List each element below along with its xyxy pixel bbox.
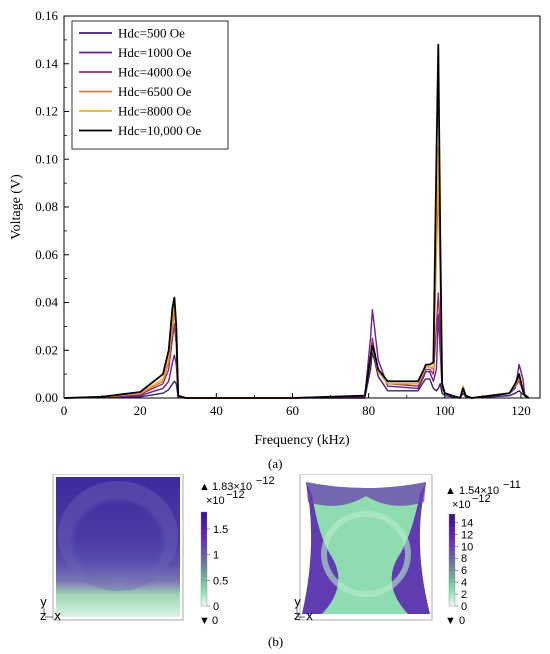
x-tick-label: 100 [435,403,455,418]
right-min-label: 0 [459,615,465,627]
series-line-2 [63,309,529,399]
left-min-label: 0 [212,615,218,627]
x-tick-label: 20 [134,403,147,418]
y-tick-label: 0.02 [35,342,58,357]
x-tick-label: 40 [210,403,223,418]
y-tick-label: 0.08 [35,199,58,214]
left-max-label: 1.83×10 [212,481,252,493]
svg-text:▲: ▲ [445,485,456,497]
legend-entry-4: Hdc=6500 Oe [118,84,192,99]
left-colorbar-tick-label: 0.5 [213,575,228,587]
right-field-top-band [306,482,426,506]
x-tick-labels: 0 20 40 60 80 100 120 [61,403,531,418]
field-distribution-panels: y z x ▲ 1.83×10 −12 ×10 −12 1.5 1 0.5 0 ▼ 0… [40,474,521,627]
y-axis-label: Voltage (V) [9,174,24,240]
svg-text:x: x [54,609,61,623]
plot-frame [63,15,541,399]
subfigure-label-b: (b) [268,634,284,649]
svg-text:z: z [294,609,300,623]
x-axis-label: Frequency (kHz) [254,433,350,448]
right-colorbar-tick-label: 8 [461,553,467,565]
right-colorbar-tick-label: 6 [461,565,467,577]
svg-text:▼: ▼ [199,615,210,627]
svg-text:z: z [40,609,46,623]
series-line-4 [63,182,529,399]
left-colorbar-tick-label: 1 [213,550,219,562]
subfigure-label-a: (a) [268,456,283,471]
y-tick-label: 0.04 [35,295,58,310]
left-field-arc [58,481,178,591]
x-tick-label: 60 [286,403,299,418]
y-tick-label: 0.06 [35,247,58,262]
left-max-exp: −12 [256,475,275,487]
legend-entry-5: Hdc=8000 Oe [118,104,192,119]
left-scale-label: ×10 [206,495,225,507]
right-colorbar-tick-label: 4 [461,577,467,589]
right-colorbar-tick-label: 10 [461,541,473,553]
right-field-outline [299,474,433,621]
y-tick-labels: 0.00 0.02 0.04 0.06 0.08 0.10 0.12 0.14 0.16 [35,8,58,405]
left-field-panel: y z x [40,474,184,623]
y-tick-label: 0.14 [35,56,58,71]
svg-text:x: x [306,609,313,623]
right-scale-label: ×10 [452,499,471,511]
left-axis-triad: y z x [40,595,61,623]
y-tick-label: 0.00 [35,390,58,405]
right-max-label: 1.54×10 [459,485,499,497]
right-field-inner-arc [321,511,411,597]
legend-box [71,20,229,150]
left-field-outline [52,474,184,621]
right-colorbar-tick-label: 14 [461,517,473,529]
legend-entry-1: Hdc=500 Oe [118,26,185,41]
right-colorbar-tick-label: 0 [461,601,467,613]
right-axis-triad: y z x [294,595,313,623]
left-colorbar-tick-label: 1.5 [213,524,228,536]
legend-entry-6: Hdc=10,000 Oe [118,123,201,138]
right-max-exp: −11 [503,479,521,491]
svg-text:y: y [294,595,301,609]
right-scale-exp: −12 [472,493,491,505]
legend-entry-2: Hdc=1000 Oe [118,45,192,60]
x-tick-label: 80 [362,403,375,418]
legend-entry-3: Hdc=4000 Oe [118,65,192,80]
x-tick-label: 120 [511,403,531,418]
left-colorbar: ▲ 1.83×10 −12 ×10 −12 1.5 1 0.5 0 ▼ 0 [199,475,275,627]
right-field-panel: y z x [294,474,433,623]
series-line-5 [63,146,529,399]
right-colorbar-gradient [448,513,456,607]
y-tick-label: 0.10 [35,151,58,166]
left-scale-exp: −12 [226,489,245,501]
voltage-frequency-chart: 0 20 40 60 80 100 120 0.00 0.02 0.04 0.06 0.08 0.10… [9,8,541,448]
y-tick-label: 0.12 [35,104,58,119]
right-field-left-lobe [302,482,339,614]
right-colorbar-tick-label: 2 [461,589,467,601]
legend: Hdc=500 Oe Hdc=1000 Oe Hdc=4000 Oe Hdc=6500… [71,20,229,150]
svg-text:y: y [40,595,47,609]
right-colorbar-tick-label: 12 [461,529,473,541]
svg-text:▼: ▼ [445,615,456,627]
series-line-3 [63,292,529,399]
left-colorbar-tick-label: 0 [213,601,219,613]
svg-text:▲: ▲ [199,481,210,493]
series-line-1 [63,351,530,399]
x-tick-label: 0 [61,403,68,418]
right-field-right-lobe [391,482,430,614]
left-colorbar-gradient [200,511,208,607]
y-tick-label: 0.16 [35,8,58,23]
